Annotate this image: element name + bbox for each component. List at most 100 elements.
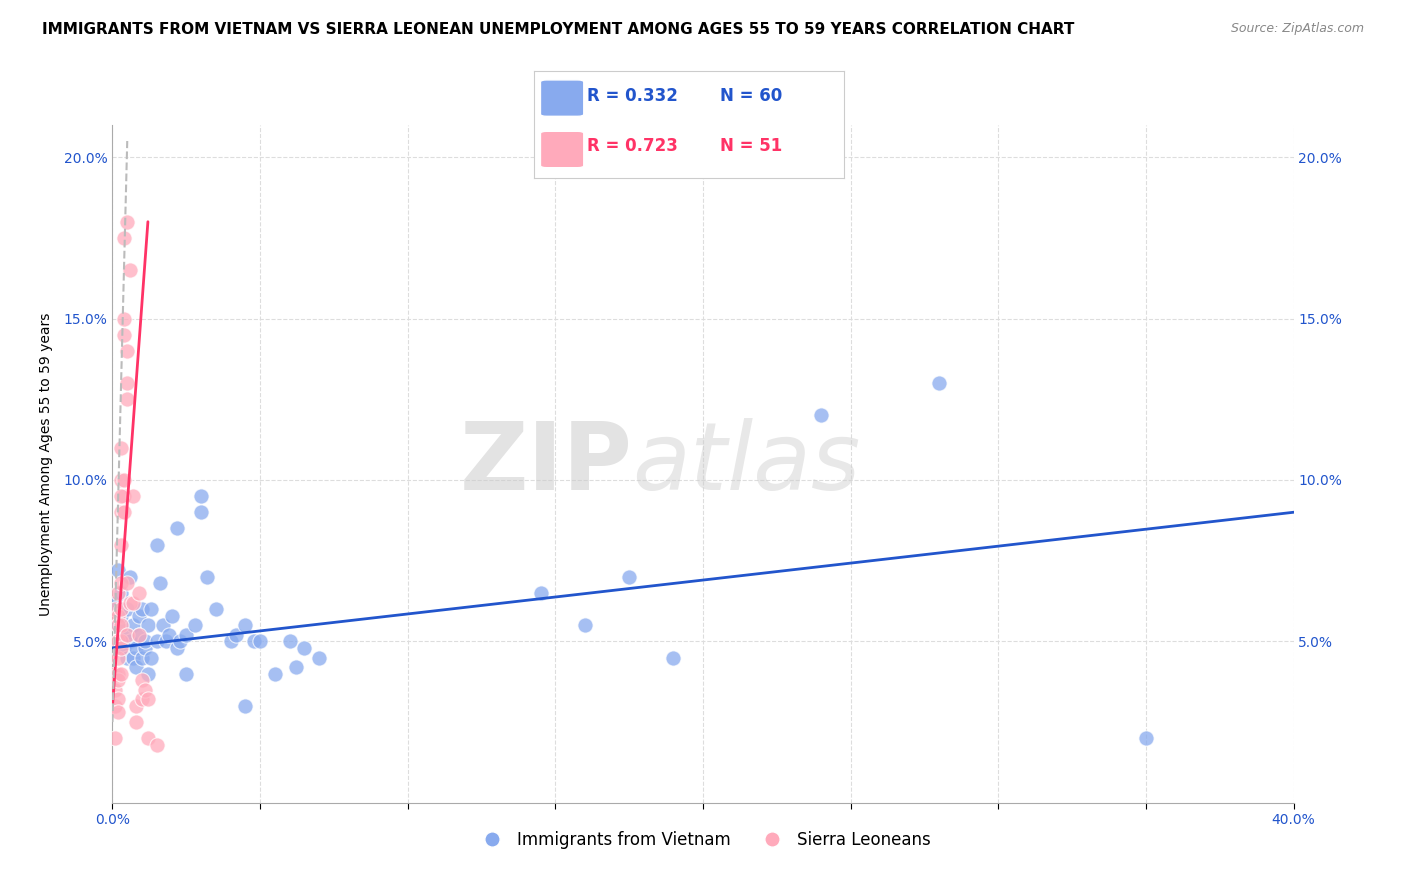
Text: IMMIGRANTS FROM VIETNAM VS SIERRA LEONEAN UNEMPLOYMENT AMONG AGES 55 TO 59 YEARS: IMMIGRANTS FROM VIETNAM VS SIERRA LEONEA… bbox=[42, 22, 1074, 37]
Point bbox=[107, 666, 129, 681]
Point bbox=[131, 602, 153, 616]
Point bbox=[117, 602, 138, 616]
Point bbox=[205, 602, 228, 616]
Point bbox=[107, 634, 129, 648]
FancyBboxPatch shape bbox=[540, 80, 583, 116]
Point bbox=[107, 618, 129, 632]
Point bbox=[136, 731, 159, 746]
Point bbox=[107, 608, 129, 623]
Point bbox=[152, 618, 174, 632]
Point bbox=[146, 634, 169, 648]
Point bbox=[131, 650, 153, 665]
Text: Source: ZipAtlas.com: Source: ZipAtlas.com bbox=[1230, 22, 1364, 36]
Point bbox=[928, 376, 950, 391]
Point bbox=[107, 706, 129, 720]
Point bbox=[120, 634, 142, 648]
Point bbox=[146, 738, 169, 752]
Point bbox=[117, 343, 138, 358]
Point bbox=[155, 634, 177, 648]
Point bbox=[110, 586, 132, 600]
Point bbox=[134, 640, 156, 655]
FancyBboxPatch shape bbox=[540, 131, 583, 168]
Point bbox=[107, 563, 129, 577]
Point bbox=[110, 608, 132, 623]
Point bbox=[190, 505, 212, 519]
Point bbox=[110, 634, 132, 648]
Y-axis label: Unemployment Among Ages 55 to 59 years: Unemployment Among Ages 55 to 59 years bbox=[38, 312, 52, 615]
Point bbox=[149, 576, 172, 591]
Point bbox=[233, 698, 256, 713]
Point bbox=[104, 731, 127, 746]
Point bbox=[139, 650, 162, 665]
Point bbox=[122, 618, 145, 632]
Point bbox=[120, 596, 142, 610]
Point bbox=[110, 489, 132, 503]
Point bbox=[104, 602, 127, 616]
Point bbox=[112, 473, 135, 487]
Point bbox=[174, 628, 197, 642]
Point bbox=[284, 660, 307, 674]
Text: R = 0.332: R = 0.332 bbox=[586, 87, 678, 105]
Point bbox=[120, 570, 142, 584]
Point bbox=[125, 715, 148, 730]
Point bbox=[112, 311, 135, 326]
Point bbox=[128, 628, 150, 642]
Point bbox=[110, 602, 132, 616]
Point bbox=[104, 596, 127, 610]
Point bbox=[117, 392, 138, 407]
Point bbox=[166, 640, 188, 655]
Point bbox=[110, 618, 132, 632]
Point bbox=[104, 698, 127, 713]
Text: ZIP: ZIP bbox=[460, 417, 633, 510]
Point bbox=[112, 640, 135, 655]
Point bbox=[128, 608, 150, 623]
Point bbox=[120, 263, 142, 277]
Point bbox=[195, 570, 218, 584]
Point bbox=[134, 682, 156, 697]
Point bbox=[233, 618, 256, 632]
Point bbox=[117, 650, 138, 665]
Point bbox=[131, 673, 153, 687]
Point bbox=[125, 640, 148, 655]
Point bbox=[136, 692, 159, 706]
Point bbox=[107, 692, 129, 706]
Point bbox=[308, 650, 330, 665]
Point bbox=[264, 666, 287, 681]
Point bbox=[110, 666, 132, 681]
Point bbox=[122, 650, 145, 665]
Point bbox=[112, 505, 135, 519]
Point bbox=[160, 608, 183, 623]
Point bbox=[169, 634, 191, 648]
Point bbox=[139, 602, 162, 616]
Point bbox=[662, 650, 685, 665]
Point bbox=[110, 537, 132, 551]
Point bbox=[166, 521, 188, 535]
Point bbox=[225, 628, 247, 642]
Point bbox=[110, 441, 132, 455]
Point bbox=[122, 596, 145, 610]
Point bbox=[107, 650, 129, 665]
Text: R = 0.723: R = 0.723 bbox=[586, 137, 678, 155]
Point bbox=[131, 692, 153, 706]
Point bbox=[110, 505, 132, 519]
Point bbox=[104, 666, 127, 681]
Text: N = 60: N = 60 bbox=[720, 87, 782, 105]
Point bbox=[117, 215, 138, 229]
Point bbox=[107, 586, 129, 600]
Text: atlas: atlas bbox=[633, 418, 860, 509]
Point bbox=[574, 618, 596, 632]
Point bbox=[219, 634, 242, 648]
Point bbox=[249, 634, 271, 648]
Point bbox=[117, 576, 138, 591]
Point bbox=[112, 231, 135, 245]
Point bbox=[110, 473, 132, 487]
Point bbox=[112, 489, 135, 503]
Point bbox=[110, 640, 132, 655]
Point bbox=[117, 376, 138, 391]
Point bbox=[529, 586, 551, 600]
Point bbox=[117, 628, 138, 642]
Legend: Immigrants from Vietnam, Sierra Leoneans: Immigrants from Vietnam, Sierra Leoneans bbox=[468, 824, 938, 855]
Point bbox=[157, 628, 180, 642]
Point bbox=[122, 489, 145, 503]
Point bbox=[110, 576, 132, 591]
